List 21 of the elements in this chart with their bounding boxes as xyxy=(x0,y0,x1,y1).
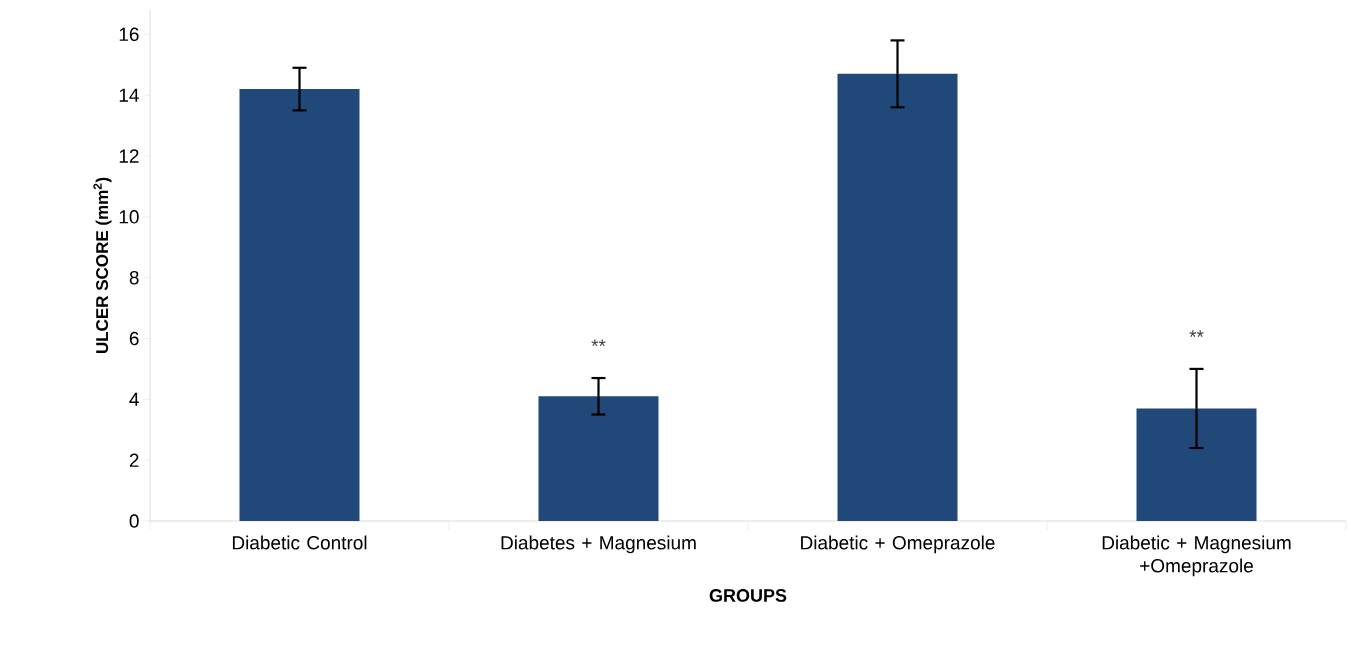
bar xyxy=(239,89,360,521)
annotation: ** xyxy=(1189,330,1204,337)
y-tick-label: 12 xyxy=(119,149,139,163)
y-tick-label: 8 xyxy=(129,270,139,285)
annotation: ** xyxy=(591,339,606,347)
x-tick-label: Diabetic + Omeprazole xyxy=(801,535,995,554)
x-tick-label: Diabetes + Magnesium xyxy=(501,535,696,554)
x-tick-label: Diabetic + Magnesium +Omeprazole xyxy=(1102,535,1291,577)
y-axis-title: ULCER SCORE (mm$^{2}$) xyxy=(93,177,112,354)
y-tick-label: 4 xyxy=(129,392,139,406)
y-tick-label: 0 xyxy=(129,514,139,528)
y-tick-label: 2 xyxy=(129,453,139,467)
bar xyxy=(1136,408,1257,521)
y-tick-label: 16 xyxy=(119,27,139,42)
x-axis-title: GROUPS xyxy=(709,589,787,602)
y-tick-label: 14 xyxy=(119,88,139,102)
x-tick-label: Diabetic Control xyxy=(232,535,367,550)
bar xyxy=(837,73,958,521)
y-tick-label: 10 xyxy=(119,210,139,224)
y-tick-label: 6 xyxy=(129,331,139,346)
bar xyxy=(538,396,659,521)
